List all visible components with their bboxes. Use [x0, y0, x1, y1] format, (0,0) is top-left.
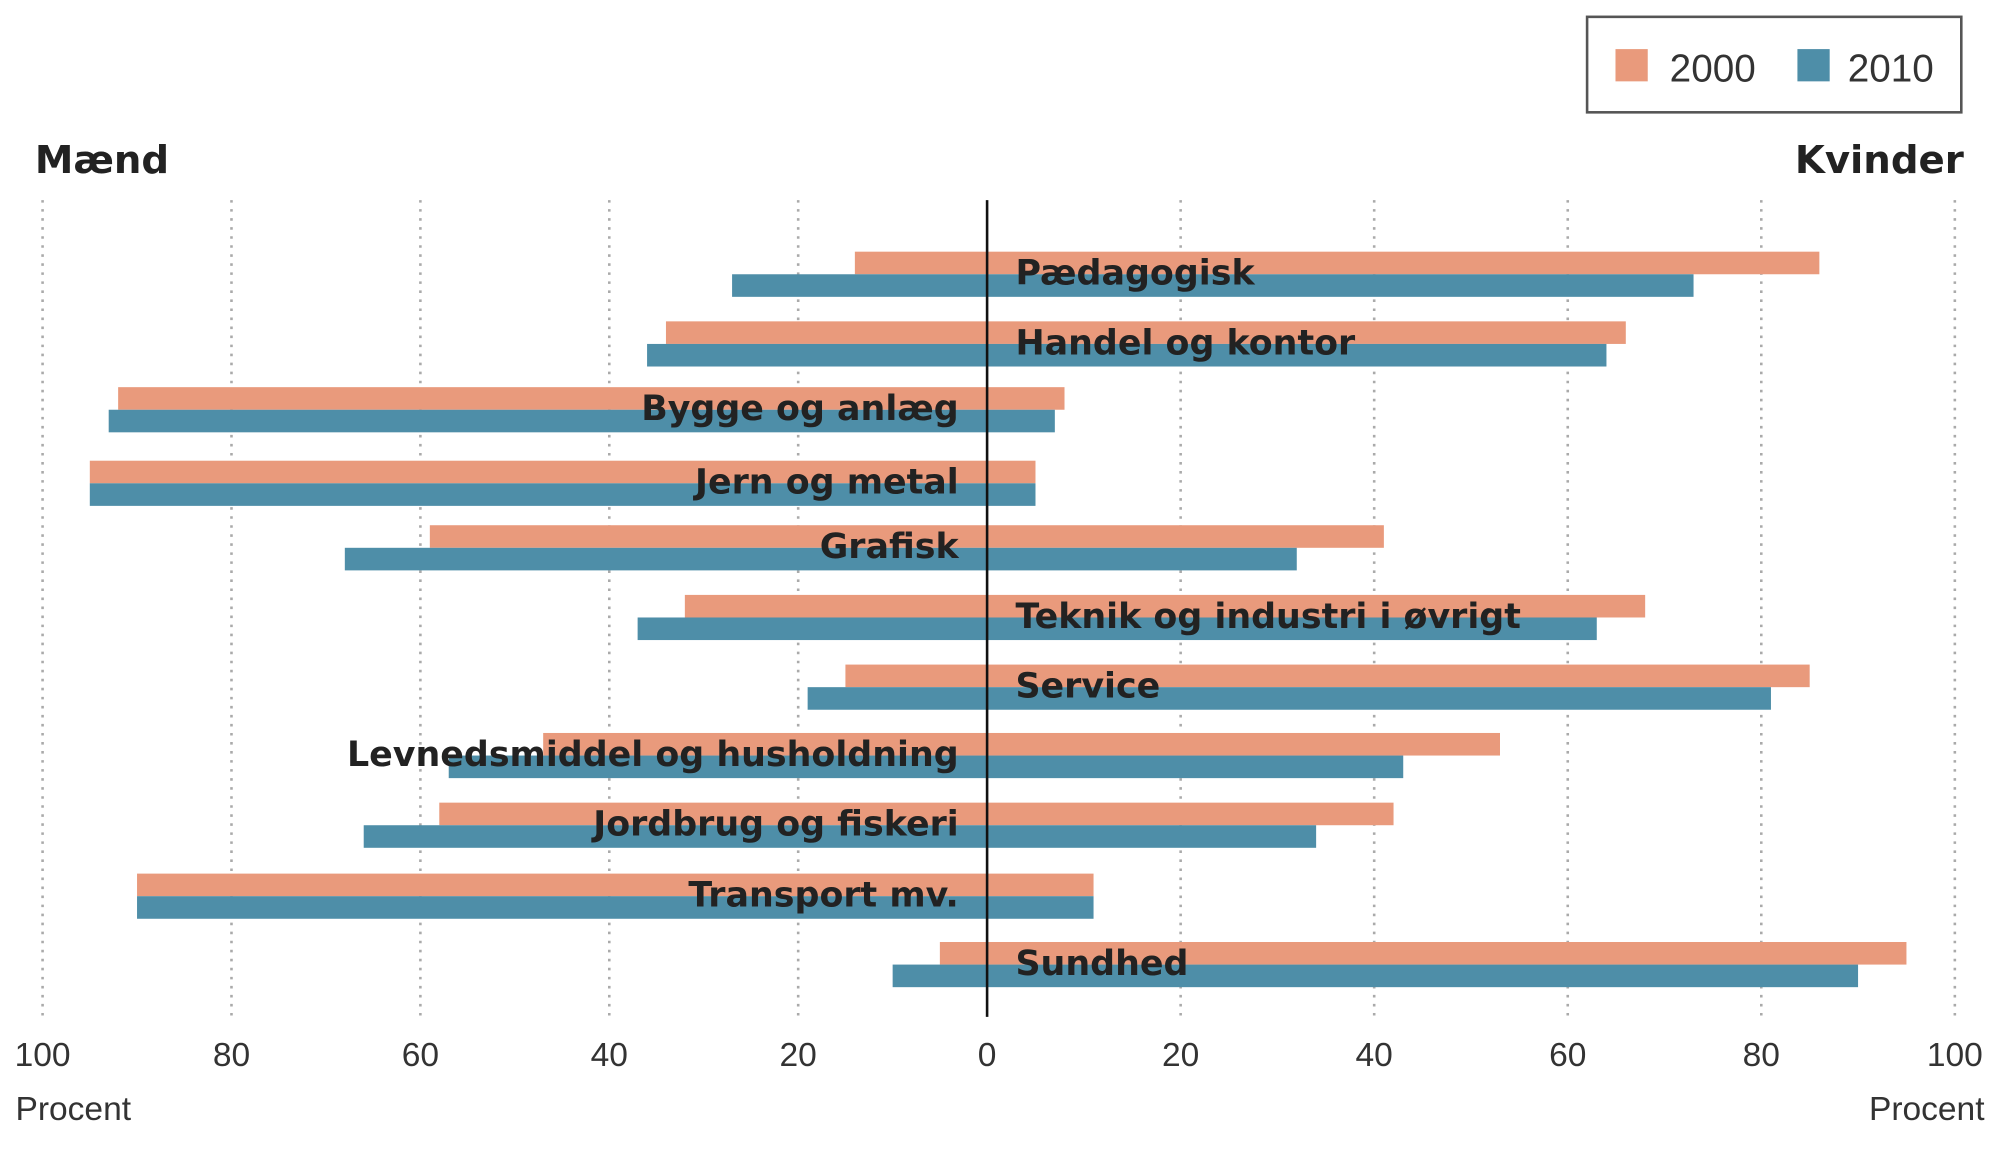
legend-label-2010: 2010 — [1848, 47, 1934, 90]
bar-2000-women — [987, 251, 1820, 275]
bar-2000-women — [987, 525, 1384, 548]
bar-2010-men — [137, 896, 988, 919]
category-label: Transport mv. — [688, 876, 958, 916]
bar-2000-men — [665, 321, 988, 344]
bar-2010-women — [987, 274, 1694, 297]
bar-2010-women — [987, 964, 1859, 988]
bar-2000-men — [429, 525, 988, 548]
bar-2010-men — [807, 687, 988, 710]
bar-2000-men — [543, 732, 988, 756]
legend: 2000 2010 — [1585, 15, 1963, 114]
x-tick-label: 20 — [780, 1037, 817, 1074]
x-tick-label: 80 — [213, 1037, 250, 1074]
bar-2000-men — [439, 802, 988, 826]
bar-2000-women — [987, 942, 1907, 965]
bar-2010-women — [987, 825, 1317, 848]
x-axis-label-left: Procent — [15, 1091, 131, 1128]
bar-2010-men — [108, 409, 988, 433]
bar-2000-women — [987, 460, 1036, 484]
bar-2000-women — [987, 321, 1626, 344]
bar-2010-women — [987, 343, 1607, 367]
bar-2000-men — [845, 664, 988, 688]
right-side-label: Kvinder — [1795, 138, 1964, 183]
bar-2000-men — [854, 251, 988, 275]
category-label: Bygge og anlæg — [641, 389, 959, 429]
legend-swatch-2000 — [1615, 49, 1648, 82]
bar-2010-men — [892, 964, 988, 988]
x-tick-label: 40 — [591, 1037, 628, 1074]
bar-2010-men — [363, 825, 988, 848]
x-tick-label: 60 — [1549, 1037, 1586, 1074]
x-tick-label: 40 — [1356, 1037, 1393, 1074]
category-label: Pædagogisk — [1015, 254, 1255, 294]
category-label: Teknik og industri i øvrigt — [1015, 597, 1520, 637]
x-tick-label: 100 — [1927, 1037, 1983, 1074]
x-tick-labels: 100 80 60 40 20 0 20 40 60 80 100 — [15, 1037, 1983, 1074]
bar-2000-women — [987, 873, 1094, 897]
bar-2010-women — [987, 755, 1404, 779]
bar-2010-men — [732, 274, 988, 297]
bars — [89, 251, 1907, 988]
bar-2000-men — [939, 942, 988, 965]
bar-2010-men — [647, 343, 988, 367]
legend-label-2000: 2000 — [1670, 47, 1756, 90]
bar-2000-women — [987, 732, 1500, 756]
bar-2000-men — [137, 873, 988, 897]
bar-2000-women — [987, 387, 1065, 410]
category-label: Service — [1015, 666, 1160, 706]
legend-swatch-2010 — [1797, 49, 1830, 82]
category-label: Jern og metal — [693, 463, 959, 503]
bar-2000-men — [89, 460, 988, 484]
category-label: Levnedsmiddel og husholdning — [347, 735, 959, 775]
bar-2000-men — [684, 594, 988, 618]
bar-2010-men — [344, 547, 988, 571]
category-labels: Pædagogisk Handel og kontor Bygge og anlæg… — [347, 254, 1521, 984]
category-label: Handel og kontor — [1015, 323, 1356, 363]
bar-2010-women — [987, 409, 1055, 433]
x-axis-label-right: Procent — [1869, 1091, 1985, 1128]
bar-2010-women — [987, 687, 1771, 710]
bar-2010-women — [987, 617, 1597, 641]
x-tick-label: 60 — [402, 1037, 439, 1074]
bar-2010-men — [448, 755, 988, 779]
bar-2000-women — [987, 802, 1394, 826]
bar-2010-women — [987, 896, 1094, 919]
category-label: Jordbrug og fiskeri — [591, 805, 958, 845]
left-side-label: Mænd — [35, 138, 169, 183]
bar-2000-women — [987, 594, 1646, 618]
x-tick-label: 0 — [978, 1037, 997, 1074]
bar-2010-men — [89, 483, 988, 506]
category-label: Sundhed — [1015, 944, 1188, 984]
x-tick-label: 100 — [15, 1037, 71, 1074]
x-tick-label: 20 — [1162, 1037, 1199, 1074]
bar-2010-women — [987, 483, 1036, 506]
x-tick-label: 80 — [1743, 1037, 1780, 1074]
bar-2000-men — [118, 387, 988, 410]
legend-box — [1585, 15, 1963, 114]
category-label: Grafisk — [820, 527, 960, 567]
bar-2000-women — [987, 664, 1810, 688]
bar-2010-men — [637, 617, 988, 641]
bar-2010-women — [987, 547, 1297, 571]
